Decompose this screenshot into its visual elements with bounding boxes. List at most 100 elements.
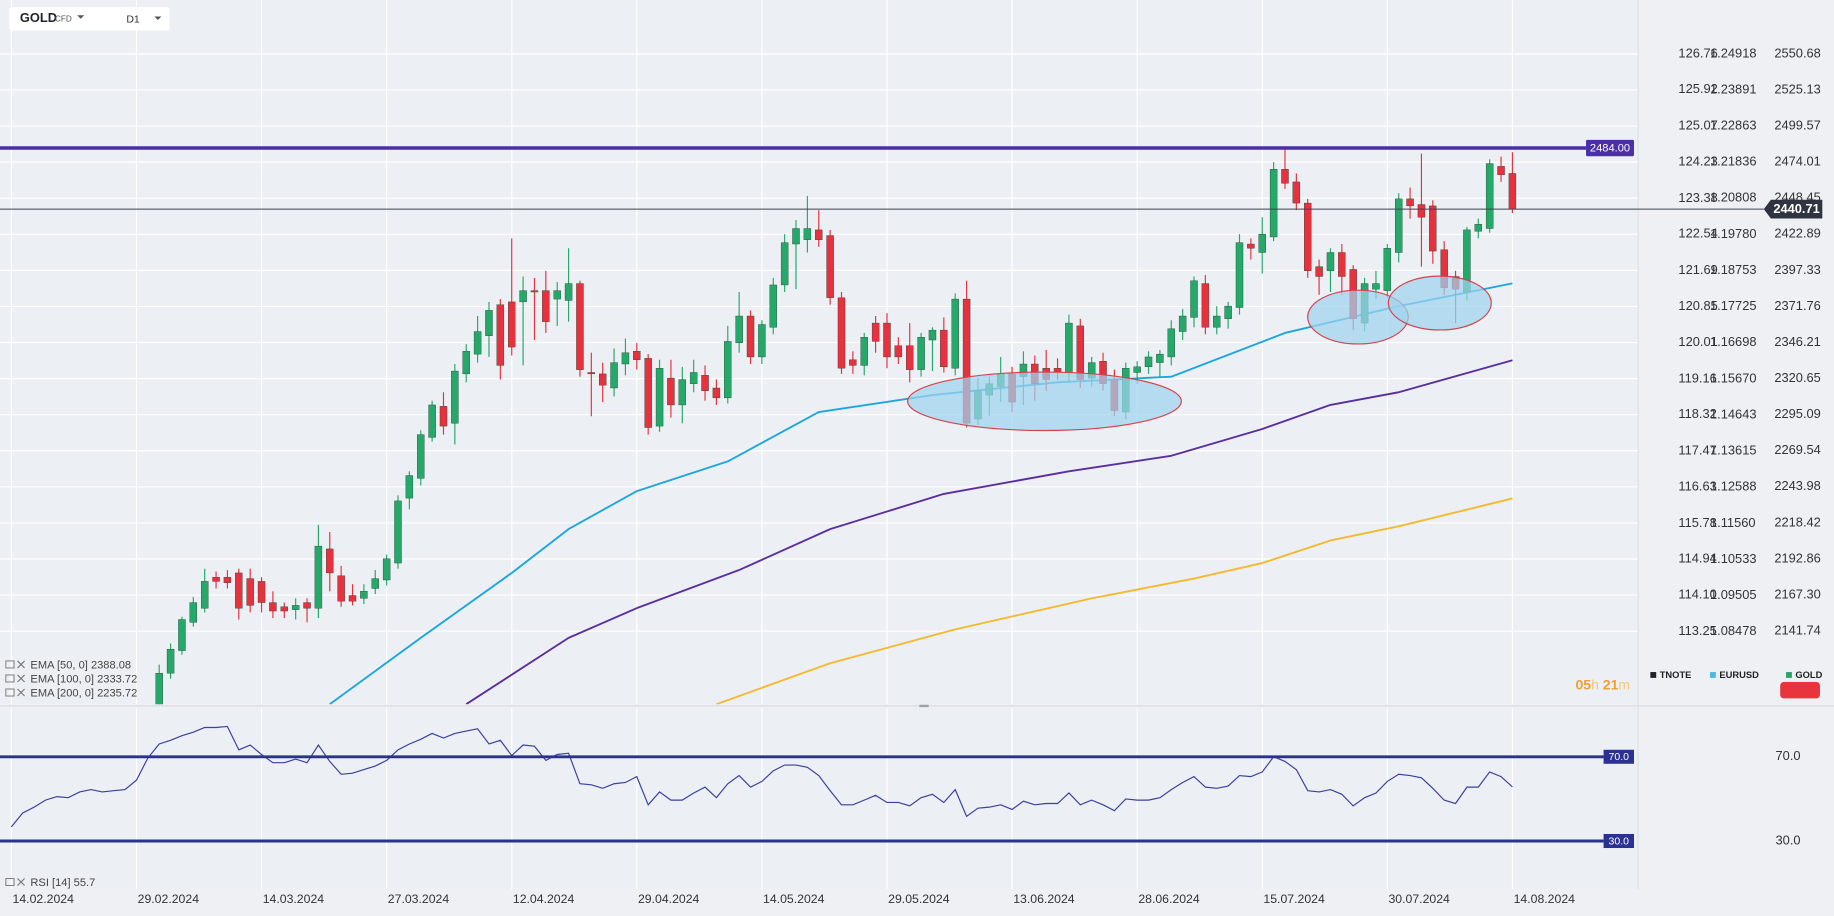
candle-body — [894, 345, 903, 358]
candle-body — [1429, 205, 1437, 252]
candle-body — [667, 377, 675, 406]
y-tick-label: 1.19780 — [1710, 226, 1756, 241]
rsi-level-label: 30.0 — [1609, 835, 1630, 847]
y-tick-label: 123.38 — [1678, 190, 1717, 205]
candle-body — [360, 591, 368, 599]
candle-body — [1372, 283, 1380, 290]
x-tick-label: 14.03.2024 — [263, 892, 325, 906]
y-tick-label: 113.25 — [1678, 623, 1716, 638]
indicator-name: EMA [100, 0] — [30, 674, 94, 686]
settings-icon[interactable] — [5, 878, 15, 886]
rsi-level-label: 70.0 — [1609, 751, 1630, 763]
action-button[interactable] — [1780, 681, 1820, 699]
y-tick-label: 122.54 — [1678, 226, 1717, 241]
candle-body — [394, 500, 402, 564]
y-tick-label: 1.08478 — [1710, 623, 1756, 638]
x-tick-label: 30.07.2024 — [1388, 892, 1450, 906]
candle-body — [940, 329, 948, 368]
y-tick-label: 120.01 — [1678, 334, 1717, 349]
candle-body — [303, 602, 311, 609]
instrument-legend: TNOTE EURUSD GOLD — [1650, 670, 1823, 680]
candle-body — [917, 337, 925, 370]
y-tick-label: 1.13615 — [1710, 443, 1756, 458]
settings-icon[interactable] — [5, 688, 15, 697]
candle-body — [849, 359, 857, 366]
close-icon[interactable] — [17, 688, 25, 697]
current-price-box — [1763, 199, 1823, 219]
candle-body — [1247, 243, 1255, 249]
indicator-label: RSI [14] 55.7 — [30, 877, 95, 889]
countdown-hours: 05 — [1576, 676, 1592, 692]
y-tick-label: 1.23891 — [1710, 81, 1756, 96]
candle-body — [587, 372, 596, 375]
candle-body — [780, 242, 789, 286]
ema-line — [329, 282, 1513, 705]
y-tick-label: 2243.98 — [1774, 478, 1820, 493]
candle-body — [371, 578, 379, 589]
rsi-plot-area — [0, 707, 1638, 890]
y-tick-label: 2295.09 — [1774, 406, 1820, 421]
candle-body — [860, 337, 868, 366]
countdown: 05h 21m — [1576, 676, 1631, 692]
candle-body — [815, 229, 823, 240]
indicator-label: EMA [100, 0] 2333.72 — [30, 674, 137, 686]
y-tick-label: 124.23 — [1678, 154, 1717, 169]
candle-body — [1292, 181, 1301, 204]
candle-body — [439, 406, 448, 427]
candle-body — [871, 322, 880, 342]
y-tick-label: 1.20808 — [1710, 190, 1756, 205]
symbol-selector[interactable] — [9, 7, 170, 31]
x-tick-label: 15.07.2024 — [1263, 892, 1325, 906]
overlay: 2550.682525.132499.572474.012448.452422.… — [0, 45, 1823, 906]
close-icon[interactable] — [17, 878, 25, 886]
candle-body — [337, 575, 345, 602]
candle-body — [1076, 325, 1084, 380]
candle-body — [621, 352, 630, 365]
y-tick-label: 2474.01 — [1774, 154, 1820, 169]
candle-body — [166, 648, 175, 674]
candle-body — [1258, 233, 1266, 253]
y-tick-label: 120.85 — [1678, 298, 1717, 313]
candle-body — [496, 304, 505, 366]
candle-body — [1213, 315, 1221, 328]
candle-body — [519, 290, 527, 303]
x-tick-label: 29.04.2024 — [638, 892, 700, 906]
indicator-value: 2235.72 — [97, 688, 137, 700]
legend-label: TNOTE — [1660, 670, 1692, 680]
indicator-name: EMA [50, 0] — [30, 660, 87, 672]
close-icon[interactable] — [17, 660, 25, 669]
y-tick-label: 1.24918 — [1710, 45, 1756, 60]
highlight-ellipse — [1387, 275, 1492, 331]
candle-body — [746, 315, 755, 358]
candle-body — [530, 290, 539, 293]
indicator-label: EMA [200, 0] 2235.72 — [30, 688, 137, 700]
y-tick-label: 115.78 — [1678, 515, 1716, 530]
y-tick-label: 1.17725 — [1710, 298, 1756, 313]
y-tick-label: 2167.30 — [1774, 586, 1820, 601]
candle-body — [246, 578, 254, 606]
candle-body — [462, 351, 470, 375]
candle-body — [257, 581, 266, 603]
y-tick-label: 1.11560 — [1710, 515, 1756, 530]
settings-icon[interactable] — [5, 674, 15, 683]
close-icon[interactable] — [17, 674, 25, 683]
candle-body — [1394, 198, 1403, 253]
indicator-legend: EMA [50, 0] 2388.08 EMA [100, 0] 2333.72… — [5, 660, 137, 889]
countdown-unit: h — [1591, 676, 1599, 692]
candle-body — [348, 595, 357, 602]
candle-body — [235, 572, 243, 609]
settings-icon[interactable] — [5, 660, 15, 669]
candle-body — [1156, 353, 1164, 363]
indicator-value: 2333.72 — [97, 674, 137, 686]
candle-body — [1508, 173, 1517, 210]
y-tick-label: 126.76 — [1678, 45, 1717, 60]
candle-body — [1417, 204, 1426, 218]
candle-body — [155, 672, 163, 705]
candle-body — [1224, 305, 1232, 320]
countdown-unit: m — [1618, 676, 1630, 692]
candle-body — [1485, 163, 1494, 229]
candle-body — [1167, 328, 1175, 358]
candle-body — [633, 351, 641, 360]
candle-body — [837, 297, 846, 369]
candle-body — [212, 576, 220, 582]
